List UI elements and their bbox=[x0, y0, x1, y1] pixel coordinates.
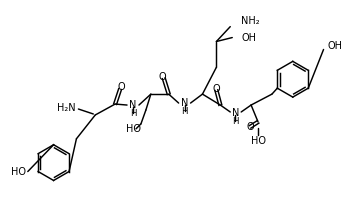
Text: O: O bbox=[117, 82, 125, 92]
Text: O: O bbox=[159, 72, 167, 82]
Text: H: H bbox=[130, 109, 136, 118]
Text: OH: OH bbox=[241, 32, 256, 43]
Text: N: N bbox=[129, 100, 137, 110]
Text: OH: OH bbox=[327, 42, 343, 51]
Text: HO: HO bbox=[250, 136, 266, 146]
Text: H: H bbox=[181, 107, 188, 116]
Text: N: N bbox=[181, 98, 188, 108]
Text: HO: HO bbox=[11, 167, 26, 177]
Text: H: H bbox=[232, 117, 238, 126]
Text: O: O bbox=[213, 84, 220, 94]
Text: O: O bbox=[246, 122, 254, 132]
Text: N: N bbox=[231, 108, 239, 118]
Text: NH₂: NH₂ bbox=[241, 16, 260, 26]
Text: H₂N: H₂N bbox=[57, 103, 76, 113]
Text: HO: HO bbox=[127, 124, 141, 134]
